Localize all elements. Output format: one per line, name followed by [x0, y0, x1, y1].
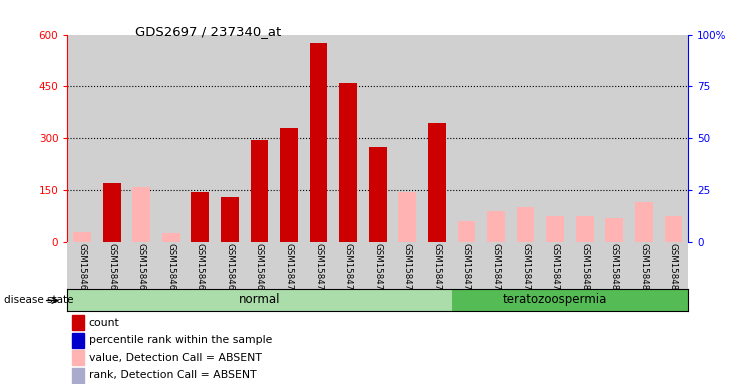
Bar [664, 216, 682, 242]
Bar [97, 35, 126, 242]
Bar [369, 147, 387, 242]
Bar [422, 35, 452, 242]
Bar [629, 242, 658, 290]
Text: GSM158466: GSM158466 [166, 243, 175, 296]
Text: GSM158470: GSM158470 [284, 243, 293, 296]
Bar [540, 35, 570, 242]
Bar [540, 242, 570, 290]
Text: count: count [89, 318, 120, 328]
Text: GSM158464: GSM158464 [107, 243, 116, 296]
Text: teratozoospermia: teratozoospermia [503, 293, 607, 306]
Text: normal: normal [239, 293, 280, 306]
Bar [156, 242, 186, 290]
Bar [156, 35, 186, 242]
Text: percentile rank within the sample: percentile rank within the sample [89, 335, 272, 345]
Bar [452, 35, 481, 242]
Bar [102, 183, 120, 242]
Text: GSM158481: GSM158481 [610, 243, 619, 296]
Bar [304, 35, 334, 242]
Bar [363, 242, 393, 290]
Text: GSM158475: GSM158475 [432, 243, 441, 296]
Bar [334, 242, 363, 290]
Bar [517, 207, 534, 242]
Text: GSM158479: GSM158479 [551, 243, 560, 296]
Bar [275, 242, 304, 290]
Bar [191, 192, 209, 242]
Bar [393, 35, 422, 242]
Bar [73, 232, 91, 242]
Text: GSM158476: GSM158476 [462, 243, 471, 296]
Bar [599, 35, 629, 242]
Bar [304, 242, 334, 290]
Text: rank, Detection Call = ABSENT: rank, Detection Call = ABSENT [89, 370, 257, 380]
Bar [629, 35, 658, 242]
Bar [393, 242, 422, 290]
Bar [280, 128, 298, 242]
Bar [458, 221, 475, 242]
Bar [605, 218, 623, 242]
Bar [67, 242, 97, 290]
Bar [245, 35, 275, 242]
Bar [215, 35, 245, 242]
Bar [340, 83, 357, 242]
Bar [363, 35, 393, 242]
Bar [599, 242, 629, 290]
Text: GSM158483: GSM158483 [669, 243, 678, 296]
Bar [481, 35, 511, 242]
Text: GSM158468: GSM158468 [225, 243, 234, 296]
Bar [245, 242, 275, 290]
Bar [635, 202, 653, 242]
Bar [97, 242, 126, 290]
Bar [73, 333, 84, 348]
Bar [334, 35, 363, 242]
Bar [186, 242, 215, 290]
Bar [452, 242, 481, 290]
Bar [658, 242, 688, 290]
Bar [67, 289, 452, 311]
Text: GSM158478: GSM158478 [521, 243, 530, 296]
Text: GSM158477: GSM158477 [491, 243, 500, 296]
Bar [576, 216, 594, 242]
Bar [73, 368, 84, 382]
Text: GSM158472: GSM158472 [343, 243, 352, 296]
Text: GDS2697 / 237340_at: GDS2697 / 237340_at [135, 25, 281, 38]
Bar [487, 211, 505, 242]
Bar [132, 187, 150, 242]
Bar [126, 35, 156, 242]
Bar [428, 123, 446, 242]
Text: GSM158473: GSM158473 [373, 243, 382, 296]
Text: GSM158480: GSM158480 [580, 243, 589, 296]
Bar [186, 35, 215, 242]
Bar [275, 35, 304, 242]
Text: value, Detection Call = ABSENT: value, Detection Call = ABSENT [89, 353, 262, 363]
Text: GSM158467: GSM158467 [196, 243, 205, 296]
Bar [399, 192, 416, 242]
Bar [73, 350, 84, 365]
Bar [481, 242, 511, 290]
Bar [570, 35, 599, 242]
Bar [511, 242, 540, 290]
Bar [215, 242, 245, 290]
Text: GSM158465: GSM158465 [137, 243, 146, 296]
Bar [221, 197, 239, 242]
Bar [67, 35, 97, 242]
Text: GSM158463: GSM158463 [78, 243, 87, 296]
Bar [310, 43, 328, 242]
Bar [570, 242, 599, 290]
Bar [452, 289, 688, 311]
Bar [126, 242, 156, 290]
Text: GSM158471: GSM158471 [314, 243, 323, 296]
Text: GSM158469: GSM158469 [255, 243, 264, 296]
Bar [658, 35, 688, 242]
Bar [422, 242, 452, 290]
Text: GSM158474: GSM158474 [403, 243, 412, 296]
Bar [73, 316, 84, 330]
Text: disease state: disease state [4, 295, 73, 305]
Bar [251, 140, 269, 242]
Bar [162, 233, 180, 242]
Bar [546, 216, 564, 242]
Bar [511, 35, 540, 242]
Text: GSM158482: GSM158482 [640, 243, 649, 296]
